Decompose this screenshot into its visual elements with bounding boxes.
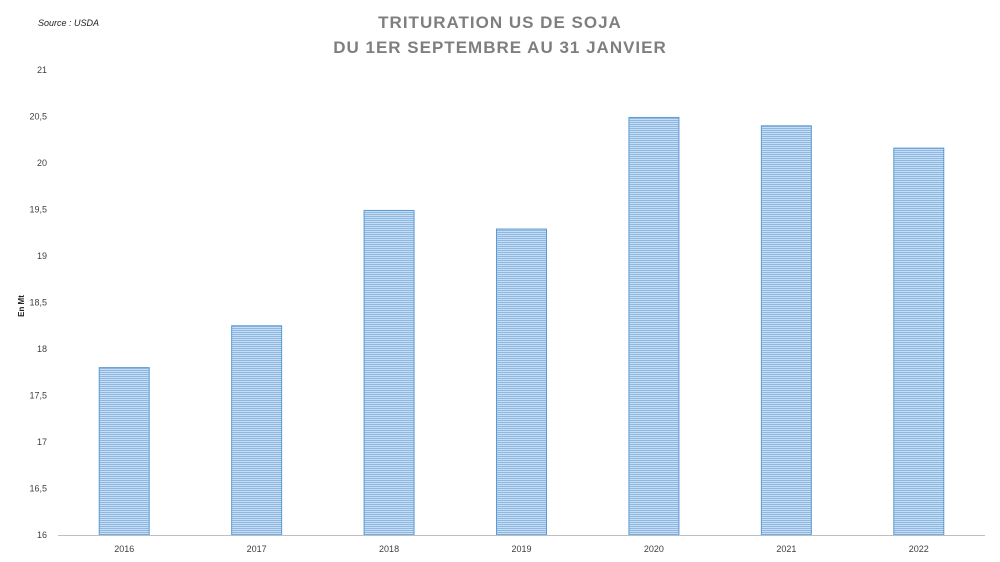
y-tick-label: 21: [37, 65, 47, 75]
chart-title-line-1: TRITURATION US DE SOJA: [378, 13, 622, 32]
bar-2022: [893, 147, 945, 536]
x-axis: 2016 2017 2018 2019 2020 2021 2022: [58, 535, 985, 554]
bar-2016: [98, 367, 150, 536]
chart-title-line-2: DU 1ER SEPTEMBRE AU 31 JANVIER: [333, 38, 667, 57]
y-tick-label: 16,5: [29, 484, 47, 494]
y-tick-label: 19,5: [29, 205, 47, 215]
y-tick-label: 16: [37, 530, 47, 540]
x-tick-label: 2020: [644, 544, 664, 554]
bar-2020: [628, 116, 680, 536]
y-tick-label: 20: [37, 158, 47, 168]
source-note: Source : USDA: [38, 18, 100, 28]
bars: [98, 116, 945, 536]
y-tick-label: 18: [37, 344, 47, 354]
x-tick-label: 2017: [247, 544, 267, 554]
bar-2017: [231, 325, 283, 536]
y-tick-label: 18,5: [29, 298, 47, 308]
bar-2019: [496, 228, 547, 536]
bar-2018: [363, 209, 415, 536]
y-tick-label: 19: [37, 251, 47, 261]
y-tick-label: 17: [37, 437, 47, 447]
y-tick-label: 20,5: [29, 112, 47, 122]
x-tick-label: 2022: [909, 544, 929, 554]
y-axis: 16 16,5 17 17,5 18 18,5 19 19,5 20 20,5 21: [29, 65, 47, 540]
y-tick-label: 17,5: [29, 391, 47, 401]
x-tick-label: 2018: [379, 544, 399, 554]
chart-title: TRITURATION US DE SOJA DU 1ER SEPTEMBRE …: [0, 10, 1000, 60]
x-tick-label: 2016: [114, 544, 134, 554]
x-tick-label: 2021: [776, 544, 796, 554]
x-tick-label: 2019: [511, 544, 531, 554]
bar-2021: [760, 125, 812, 536]
y-axis-label: En Mt: [17, 295, 26, 317]
